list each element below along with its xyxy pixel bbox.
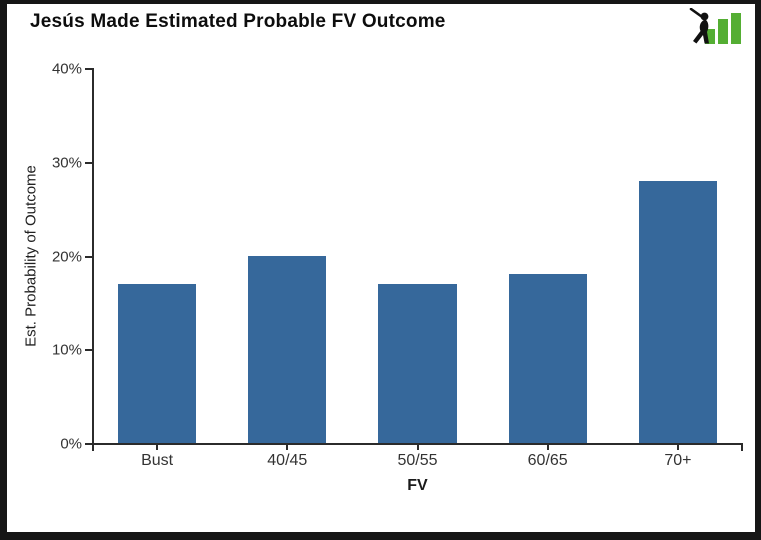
y-axis-line <box>92 68 94 445</box>
x-tick-mark <box>416 443 419 450</box>
y-tick-label: 0% <box>60 435 82 453</box>
y-tick-mark <box>85 255 92 258</box>
logo-batter-silhouette <box>689 8 709 44</box>
x-tick-mark <box>286 443 289 450</box>
x-tick-label: Bust <box>141 452 174 469</box>
y-tick-mark <box>85 68 92 70</box>
x-tick-label: 50/55 <box>397 452 438 469</box>
x-tick-label: 70+ <box>664 452 692 469</box>
x-axis-title: FV <box>407 477 428 494</box>
bar-70+ <box>638 180 717 443</box>
logo-bar-small <box>705 29 715 44</box>
bar-bust <box>118 283 197 443</box>
y-tick-label: 10% <box>51 341 82 359</box>
logo-bar-medium <box>718 19 728 44</box>
y-tick-mark <box>85 349 92 352</box>
bar-50-55 <box>378 283 457 443</box>
fangraphs-logo-icon <box>689 8 741 44</box>
y-tick-label: 40% <box>51 60 82 78</box>
x-tick-mark <box>546 443 549 450</box>
x-axis-end-tick-left <box>92 443 94 451</box>
x-axis-end-tick-right <box>741 443 743 451</box>
x-tick-mark <box>156 443 159 450</box>
chart-title: Jesús Made Estimated Probable FV Outcome <box>30 11 446 32</box>
logo-bar-large <box>731 13 741 44</box>
y-tick-label: 30% <box>51 154 82 172</box>
y-tick-mark <box>85 443 92 445</box>
y-tick-mark <box>85 161 92 164</box>
x-tick-mark <box>676 443 679 450</box>
bar-60-65 <box>508 274 587 443</box>
x-tick-label: 40/45 <box>267 452 308 469</box>
x-tick-label: 60/65 <box>527 452 568 469</box>
bar-40-45 <box>248 255 327 443</box>
y-tick-label: 20% <box>51 248 82 265</box>
